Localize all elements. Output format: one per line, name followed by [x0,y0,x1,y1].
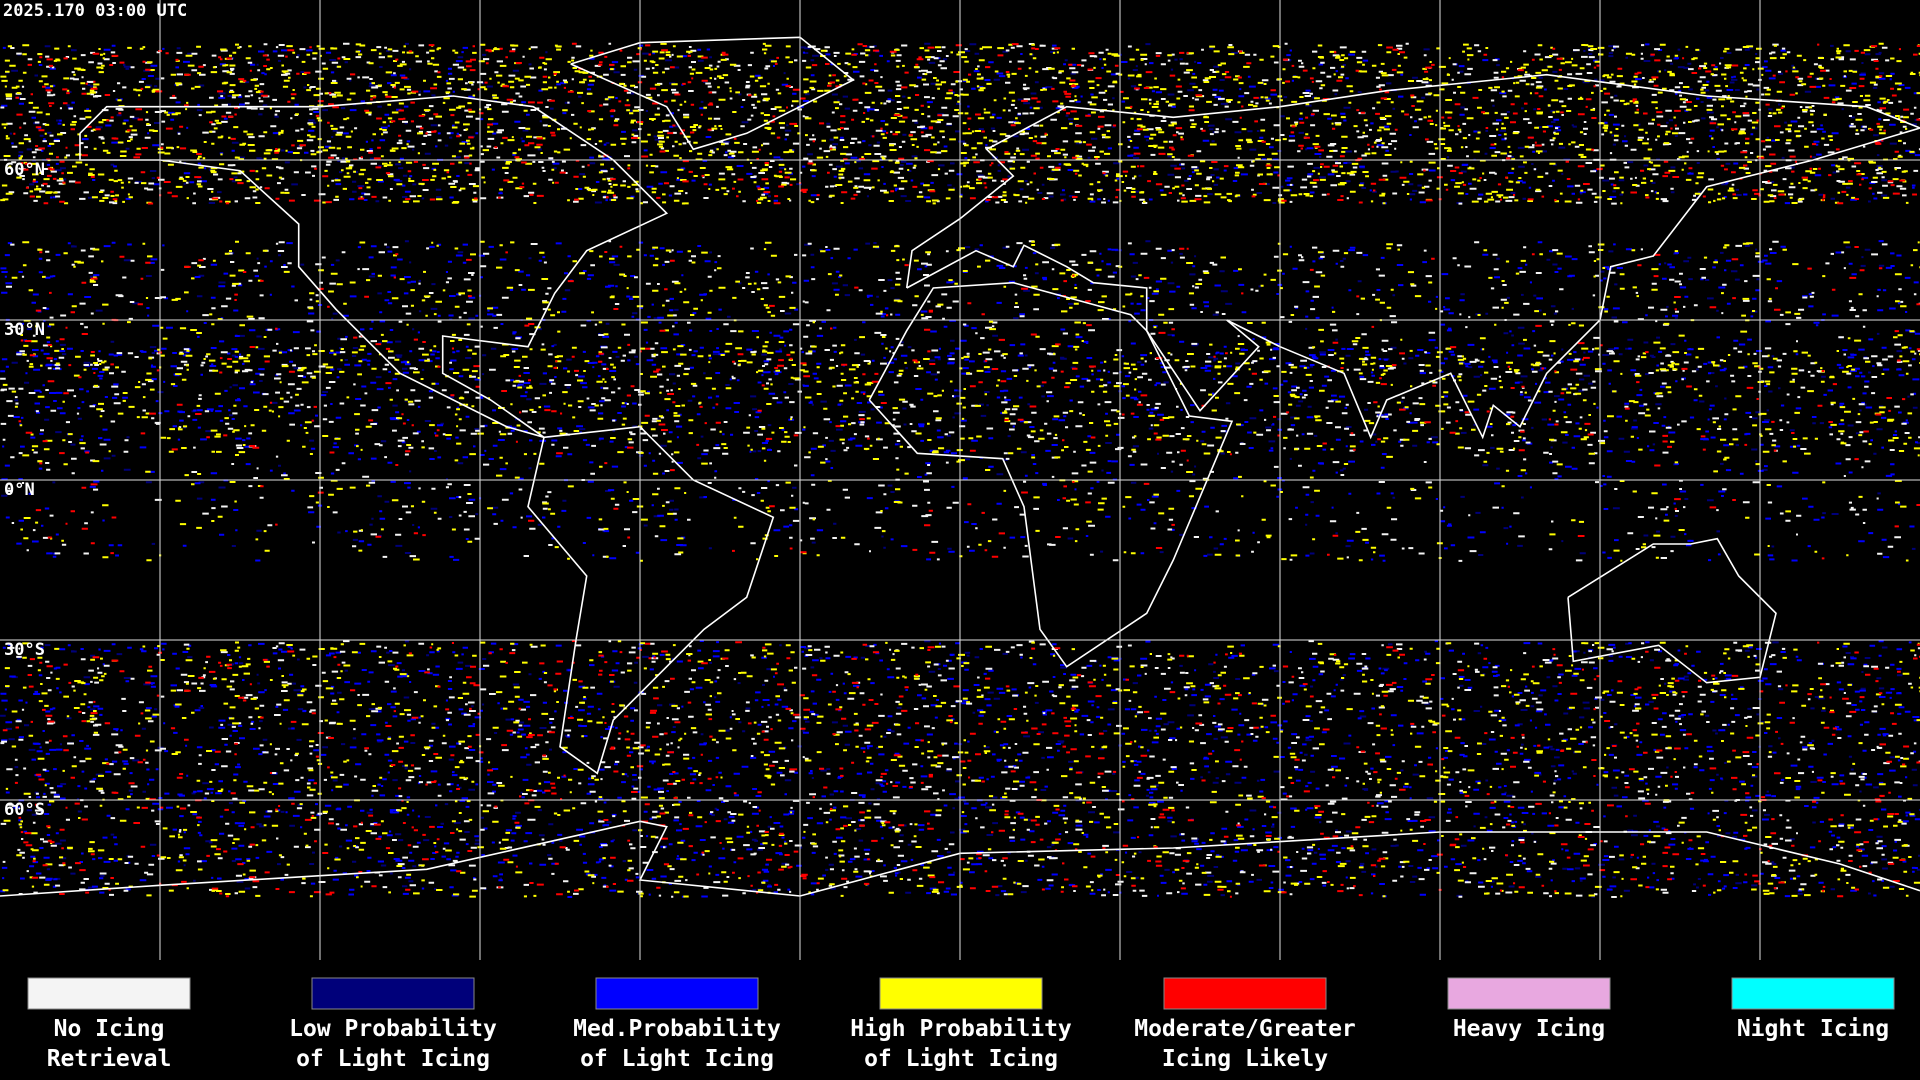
legend-label: High Probability [850,1016,1072,1042]
coastline [905,73,1920,440]
legend-label: Moderate/Greater [1134,1016,1356,1042]
legend-swatch [311,977,475,1010]
legend-label: of Light Icing [580,1046,774,1072]
legend-swatch [879,977,1043,1010]
coastline [868,281,1234,668]
legend-label: of Light Icing [296,1046,490,1072]
latitude-label: 30°S [4,640,45,660]
legend-label: Icing Likely [1162,1046,1328,1072]
legend-swatch [1731,977,1895,1010]
coastline [527,425,775,775]
legend-swatch [1447,977,1611,1010]
icing-field [0,42,1920,898]
legend-label: Night Icing [1737,1016,1889,1042]
latitude-label: 60°N [4,160,45,180]
legend-label: Heavy Icing [1453,1016,1605,1042]
legend-swatch [1163,977,1327,1010]
coastline [1567,537,1777,684]
legend-label: No Icing [54,1016,165,1042]
graticule [0,0,1920,960]
coastline [79,95,669,439]
legend-label: Med.Probability [573,1016,781,1042]
legend-label: of Light Icing [864,1046,1058,1072]
icing-pixels [0,42,1920,898]
timestamp: 2025.170 03:00 UTC [3,1,187,21]
latitude-label: 60°S [4,800,45,820]
legend-swatch [595,977,759,1010]
latitude-label: 30°N [4,320,45,340]
legend: No Icing Retrieval Low Probability of Light… [27,977,1895,1072]
legend-label: Retrieval [47,1046,172,1072]
legend-label: Low Probability [289,1016,497,1042]
latitude-label: 0°N [4,480,35,500]
latitude-labels: 60°N 30°N 0°N 30°S 60°S [4,160,45,820]
legend-swatch [27,977,191,1010]
